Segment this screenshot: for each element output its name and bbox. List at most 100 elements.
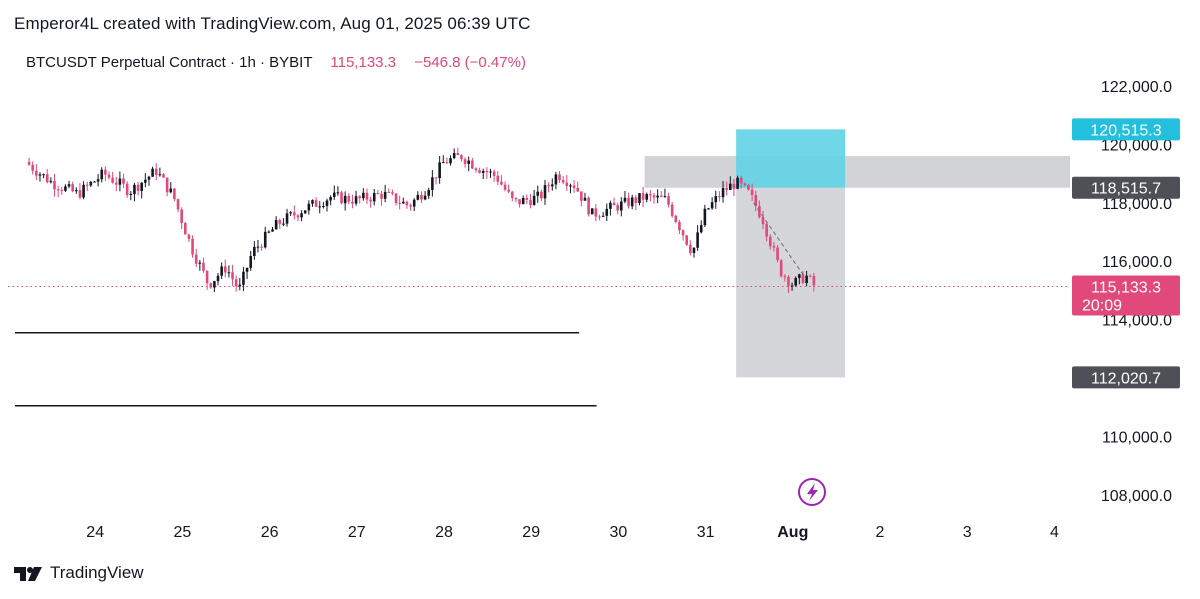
candle-body[interactable] — [518, 199, 521, 205]
candle-body[interactable] — [85, 184, 89, 186]
candle-body[interactable] — [474, 168, 478, 171]
candle-body[interactable] — [431, 177, 434, 190]
candle-body[interactable] — [158, 174, 162, 176]
candle-body[interactable] — [543, 185, 547, 199]
candle-body[interactable] — [213, 281, 216, 288]
candle-body[interactable] — [678, 222, 681, 231]
candle-body[interactable] — [296, 215, 300, 218]
candle-body[interactable] — [794, 278, 798, 286]
candle-body[interactable] — [565, 182, 569, 187]
candle-body[interactable] — [107, 174, 111, 178]
candle-body[interactable] — [536, 191, 540, 196]
candle-body[interactable] — [674, 215, 678, 223]
candle-body[interactable] — [765, 224, 768, 237]
candle-body[interactable] — [307, 203, 311, 211]
candle-body[interactable] — [547, 185, 550, 187]
candle-body[interactable] — [154, 168, 158, 175]
candle-body[interactable] — [812, 275, 816, 286]
candle-body[interactable] — [144, 179, 147, 183]
candle-body[interactable] — [31, 164, 35, 171]
candle-body[interactable] — [325, 200, 329, 206]
candle-body[interactable] — [140, 182, 144, 191]
candle-body[interactable] — [147, 176, 151, 180]
candle-body[interactable] — [612, 202, 616, 206]
candle-body[interactable] — [696, 232, 699, 248]
candle-body[interactable] — [750, 189, 754, 195]
candle-body[interactable] — [576, 187, 580, 192]
candle-body[interactable] — [550, 184, 554, 187]
candle-body[interactable] — [721, 188, 725, 198]
candle-body[interactable] — [336, 192, 340, 194]
candle-body[interactable] — [692, 247, 696, 254]
candle-body[interactable] — [739, 177, 743, 184]
candle-body[interactable] — [260, 246, 263, 248]
candle-body[interactable] — [187, 234, 191, 239]
candle-body[interactable] — [423, 195, 427, 200]
candle-body[interactable] — [630, 197, 634, 207]
candle-body[interactable] — [521, 197, 525, 205]
candle-body[interactable] — [594, 208, 598, 217]
candle-body[interactable] — [798, 274, 801, 279]
candle-body[interactable] — [634, 197, 638, 203]
candle-body[interactable] — [249, 255, 253, 268]
candle-body[interactable] — [507, 189, 510, 192]
candle-body[interactable] — [285, 213, 289, 224]
candle-body[interactable] — [801, 274, 805, 284]
candle-body[interactable] — [707, 208, 710, 210]
candle-body[interactable] — [583, 197, 587, 201]
candle-body[interactable] — [96, 179, 100, 182]
candle-body[interactable] — [663, 196, 667, 198]
candle-body[interactable] — [489, 171, 492, 173]
candle-body[interactable] — [303, 210, 307, 214]
candle-body[interactable] — [347, 195, 351, 202]
candle-body[interactable] — [100, 169, 104, 180]
candle-body[interactable] — [481, 171, 485, 173]
symbol-title[interactable]: BTCUSDT Perpetual Contract · 1h · BYBIT — [26, 54, 313, 71]
candle-body[interactable] — [122, 178, 125, 184]
candle-body[interactable] — [391, 192, 394, 194]
candle-body[interactable] — [194, 254, 198, 264]
candle-body[interactable] — [129, 194, 133, 196]
candle-body[interactable] — [282, 223, 285, 225]
candle-body[interactable] — [53, 181, 56, 190]
candle-body[interactable] — [460, 155, 463, 160]
candle-body[interactable] — [540, 191, 543, 199]
event-lightning-icon[interactable] — [798, 478, 826, 506]
candle-body[interactable] — [449, 158, 452, 164]
candle-body[interactable] — [402, 201, 405, 204]
candle-body[interactable] — [710, 202, 714, 209]
candle-body[interactable] — [492, 171, 496, 176]
candle-body[interactable] — [176, 199, 180, 210]
candle-body[interactable] — [772, 246, 776, 248]
candle-body[interactable] — [761, 217, 765, 225]
candle-body[interactable] — [162, 174, 165, 178]
candle-body[interactable] — [89, 181, 93, 186]
candle-body[interactable] — [580, 191, 583, 201]
candle-body[interactable] — [441, 162, 445, 164]
candle-body[interactable] — [227, 272, 231, 274]
candle-body[interactable] — [71, 184, 74, 192]
candle-body[interactable] — [332, 192, 336, 198]
candle-body[interactable] — [554, 174, 558, 185]
candle-body[interactable] — [420, 194, 423, 200]
candle-body[interactable] — [525, 197, 529, 200]
target-zone[interactable] — [736, 129, 846, 188]
candle-body[interactable] — [670, 204, 674, 216]
candle-body[interactable] — [747, 185, 750, 190]
candle-body[interactable] — [609, 202, 612, 209]
candle-body[interactable] — [38, 174, 42, 176]
candle-body[interactable] — [289, 212, 292, 214]
candle-body[interactable] — [452, 153, 456, 159]
candle-body[interactable] — [532, 195, 536, 205]
candle-body[interactable] — [318, 206, 322, 208]
candle-body[interactable] — [387, 191, 391, 193]
candle-body[interactable] — [362, 192, 365, 199]
candle-body[interactable] — [253, 246, 256, 256]
candle-body[interactable] — [601, 215, 605, 217]
candle-body[interactable] — [529, 199, 532, 205]
candle-body[interactable] — [202, 262, 205, 271]
candle-body[interactable] — [271, 229, 274, 232]
candle-body[interactable] — [340, 192, 343, 204]
candle-body[interactable] — [434, 177, 438, 179]
